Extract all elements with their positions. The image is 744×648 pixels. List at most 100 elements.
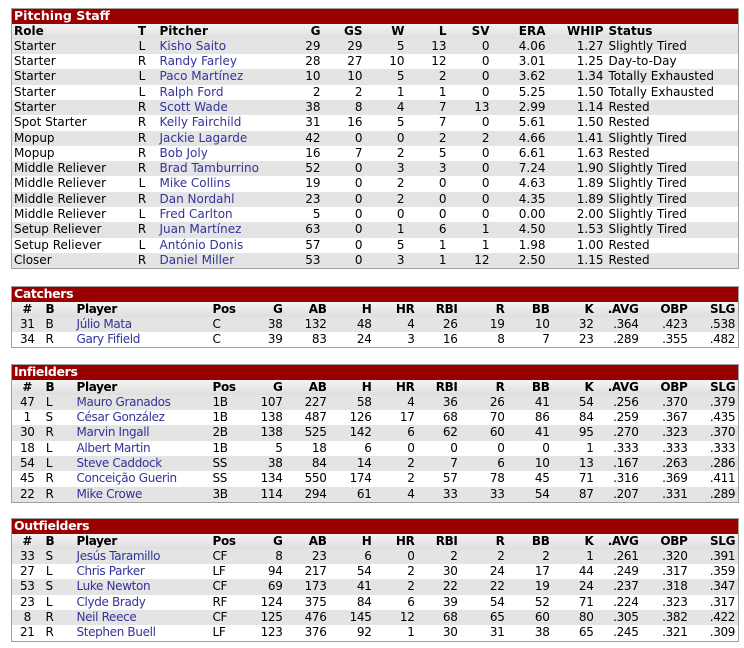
column-header-l[interactable]: L xyxy=(407,23,450,39)
pitcher-link[interactable]: Kelly Fairchild xyxy=(159,115,242,130)
player-link[interactable]: Mauro Granados xyxy=(76,394,171,409)
player-link[interactable]: Steve Caddock xyxy=(76,455,163,470)
column-header-rbi[interactable]: RBI xyxy=(417,533,461,549)
column-header-whip[interactable]: WHIP xyxy=(548,23,607,39)
player-link[interactable]: Júlio Mata xyxy=(76,316,133,331)
pitcher-link[interactable]: António Donis xyxy=(159,237,244,252)
column-header-status[interactable]: Status xyxy=(606,23,739,39)
player-link[interactable]: Stephen Buell xyxy=(76,625,156,640)
column-header-hr[interactable]: HR xyxy=(374,379,418,395)
pitcher-link[interactable]: Dan Nordahl xyxy=(159,191,235,206)
column-header-ab[interactable]: AB xyxy=(285,533,330,549)
cell-obp: .355 xyxy=(641,332,691,348)
column-header-avg[interactable]: .AVG xyxy=(596,301,642,317)
column-header-bats[interactable]: B xyxy=(43,301,56,317)
column-header-obp[interactable]: OBP xyxy=(641,533,691,549)
pitcher-link[interactable]: Brad Tamburrino xyxy=(159,161,260,176)
cell-status: Slightly Tired xyxy=(606,38,739,55)
column-header-gs[interactable]: GS xyxy=(323,23,366,39)
pitcher-link[interactable]: Jackie Lagarde xyxy=(159,130,248,145)
column-header-k[interactable]: K xyxy=(552,533,597,549)
column-header-obp[interactable]: OBP xyxy=(641,301,691,317)
column-header-number[interactable]: # xyxy=(11,301,44,317)
column-header-avg[interactable]: .AVG xyxy=(596,533,642,549)
column-header-number[interactable]: # xyxy=(11,379,44,395)
column-header-rbi[interactable]: RBI xyxy=(417,301,461,317)
cell-r: 0 xyxy=(460,440,508,456)
player-link[interactable]: Jesús Taramillo xyxy=(76,548,161,563)
column-header-slg[interactable]: SLG xyxy=(690,301,739,317)
column-header-era[interactable]: ERA xyxy=(492,23,549,39)
column-header-ab[interactable]: AB xyxy=(285,301,330,317)
column-header-slg[interactable]: SLG xyxy=(690,379,739,395)
cell-r: 26 xyxy=(460,394,508,411)
pitcher-link[interactable]: Kisho Saito xyxy=(159,38,227,53)
player-link[interactable]: Neil Reece xyxy=(76,609,137,624)
cell-r: 78 xyxy=(460,471,508,487)
column-header-bb[interactable]: BB xyxy=(507,379,553,395)
pitcher-link[interactable]: Daniel Miller xyxy=(159,252,235,267)
pitcher-link[interactable]: Bob Joly xyxy=(159,145,208,160)
cell-whip: 1.00 xyxy=(548,237,607,253)
cell-g: 52 xyxy=(290,161,324,177)
column-header-pos[interactable]: Pos xyxy=(208,301,246,317)
pitcher-link[interactable]: Juan Martínez xyxy=(159,222,242,237)
pitcher-link[interactable]: Scott Wade xyxy=(159,99,228,114)
player-link[interactable]: Chris Parker xyxy=(76,564,145,579)
column-header-pos[interactable]: Pos xyxy=(208,379,246,395)
column-header-rbi[interactable]: RBI xyxy=(417,379,461,395)
player-link[interactable]: Conceição Guerin xyxy=(76,471,178,486)
column-header-g[interactable]: G xyxy=(245,533,286,549)
pitcher-link[interactable]: Fred Carlton xyxy=(159,207,233,222)
column-header-g[interactable]: G xyxy=(245,301,286,317)
column-header-g[interactable]: G xyxy=(245,379,286,395)
column-header-role[interactable]: Role xyxy=(11,23,132,39)
column-header-bats[interactable]: B xyxy=(43,379,56,395)
column-header-sv[interactable]: SV xyxy=(449,23,493,39)
pitcher-link[interactable]: Ralph Ford xyxy=(159,84,224,99)
column-header-bb[interactable]: BB xyxy=(507,533,553,549)
cell-g: 28 xyxy=(290,54,324,70)
column-header-w[interactable]: W xyxy=(365,23,408,39)
player-link[interactable]: Mike Crowe xyxy=(76,486,143,501)
column-header-pos[interactable]: Pos xyxy=(208,533,246,549)
column-header-r[interactable]: R xyxy=(460,379,508,395)
column-header-k[interactable]: K xyxy=(552,379,597,395)
column-header-r[interactable]: R xyxy=(460,301,508,317)
column-header-pitcher[interactable]: Pitcher xyxy=(153,23,291,39)
player-link[interactable]: Luke Newton xyxy=(76,579,151,594)
column-header-obp[interactable]: OBP xyxy=(641,379,691,395)
pitcher-link[interactable]: Paco Martínez xyxy=(159,69,244,84)
column-header-bats[interactable]: B xyxy=(43,533,56,549)
column-header-player[interactable]: Player xyxy=(55,301,209,317)
player-link[interactable]: Gary Fifield xyxy=(76,332,141,347)
player-link[interactable]: Albert Martin xyxy=(76,440,151,455)
column-header-hr[interactable]: HR xyxy=(374,533,418,549)
column-header-h[interactable]: H xyxy=(329,379,375,395)
cell-r: 60 xyxy=(460,425,508,441)
column-header-bb[interactable]: BB xyxy=(507,301,553,317)
pitcher-link[interactable]: Randy Farley xyxy=(159,54,237,69)
column-header-h[interactable]: H xyxy=(329,533,375,549)
section-title: Catchers xyxy=(11,286,739,302)
column-header-r[interactable]: R xyxy=(460,533,508,549)
column-header-g[interactable]: G xyxy=(290,23,324,39)
cell-number: 33 xyxy=(11,548,44,565)
column-header-hr[interactable]: HR xyxy=(374,301,418,317)
column-header-h[interactable]: H xyxy=(329,301,375,317)
pitcher-link[interactable]: Mike Collins xyxy=(159,176,231,191)
cell-obp: .263 xyxy=(641,455,691,472)
player-link[interactable]: Marvin Ingall xyxy=(76,425,150,440)
table-row: 45 R Conceição Guerin SS 134 550 174 2 57 78 45 71.… xyxy=(11,471,739,487)
column-header-player[interactable]: Player xyxy=(55,533,209,549)
column-header-slg[interactable]: SLG xyxy=(690,533,739,549)
column-header-ab[interactable]: AB xyxy=(285,379,330,395)
column-header-k[interactable]: K xyxy=(552,301,597,317)
column-header-throws[interactable]: T xyxy=(131,23,154,39)
column-header-avg[interactable]: .AVG xyxy=(596,379,642,395)
player-link[interactable]: César González xyxy=(76,410,165,425)
player-link[interactable]: Clyde Brady xyxy=(76,594,146,609)
cell-ab: 476 xyxy=(285,609,330,626)
column-header-player[interactable]: Player xyxy=(55,379,209,395)
column-header-number[interactable]: # xyxy=(11,533,44,549)
